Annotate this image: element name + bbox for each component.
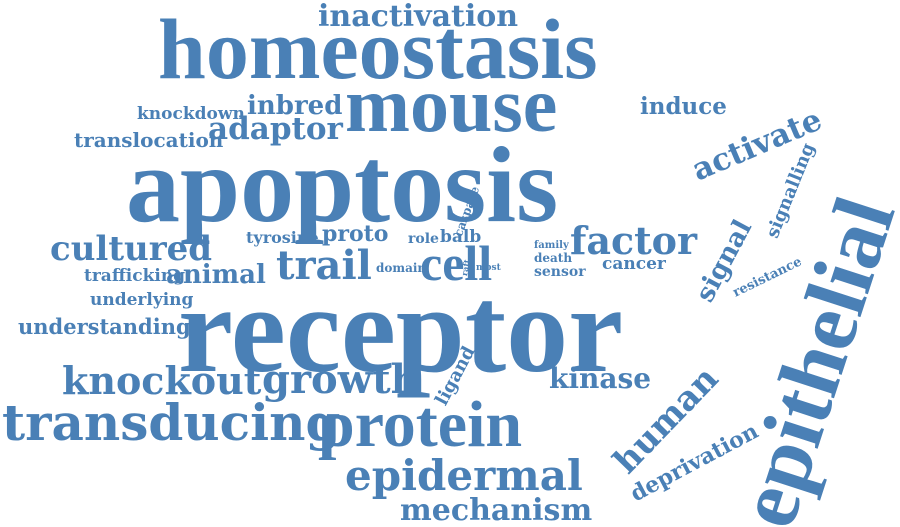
word-apoptosis: apoptosis <box>126 126 559 245</box>
word-proto: proto <box>322 221 389 247</box>
word-underlying: underlying <box>90 290 194 310</box>
word-death: death <box>534 251 573 265</box>
word-sensor: sensor <box>534 264 586 280</box>
word-induce: induce <box>640 93 727 120</box>
word-cultured: cultured <box>50 229 213 269</box>
word-animal: animal <box>166 260 266 290</box>
word-family: family <box>534 240 569 251</box>
word-growth: growth <box>262 356 420 403</box>
word-kinase: kinase <box>549 362 652 395</box>
word-trail: trail <box>276 242 372 289</box>
word-inbred: inbred <box>247 91 343 121</box>
word-understanding: understanding <box>18 314 191 339</box>
word-mouse: mouse <box>345 61 558 148</box>
word-mechanism: mechanism <box>400 493 593 527</box>
word-balb: balb <box>440 227 482 247</box>
word-homeostasis: homeostasis <box>158 1 598 97</box>
word-most: most <box>476 263 501 273</box>
word-adaptor: adaptor <box>208 111 343 147</box>
word-protein: protein <box>318 388 523 461</box>
word-knockdown: knockdown <box>137 104 245 124</box>
word-domain: domain <box>376 261 427 275</box>
word-translocation: translocation <box>74 128 224 152</box>
word-knockout: knockout <box>62 358 262 403</box>
word-tyrosine: tyrosine <box>246 228 319 247</box>
word-epidermal: epidermal <box>345 451 583 500</box>
word-role: role <box>408 231 439 247</box>
word-receptor: receptor <box>178 261 624 398</box>
word-cell: cell <box>420 235 493 291</box>
word-trafficking: trafficking <box>84 266 186 286</box>
word-inactivation: inactivation <box>318 0 519 34</box>
word-factor: factor <box>570 218 698 263</box>
word-cancer: cancer <box>602 254 666 274</box>
word-transducing: transducing <box>2 393 341 452</box>
